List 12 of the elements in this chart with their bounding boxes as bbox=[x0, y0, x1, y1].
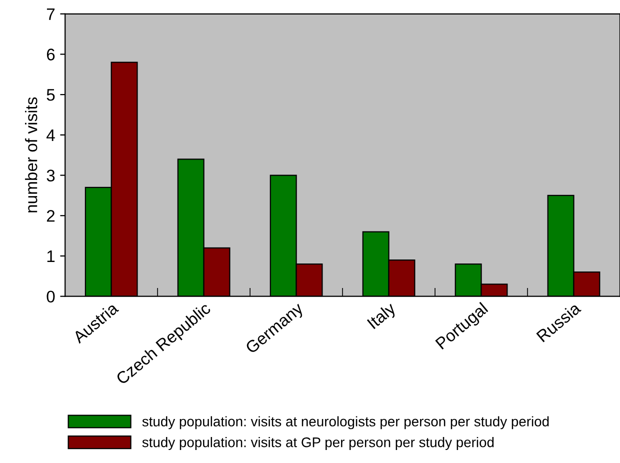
y-tick-label: 1 bbox=[47, 250, 55, 262]
y-tick-label: 6 bbox=[46, 48, 55, 60]
legend-label: study population: visits at GP per person per study period bbox=[142, 437, 494, 450]
y-axis-title: number of visits bbox=[25, 97, 38, 212]
y-tick-label: 7 bbox=[46, 8, 55, 20]
y-tick-label: 0 bbox=[46, 290, 55, 303]
x-tick-label: Italy bbox=[366, 301, 399, 332]
y-tick-label: 4 bbox=[46, 130, 55, 141]
y-tick-label: 3 bbox=[46, 170, 55, 182]
y-tick-label: 5 bbox=[46, 89, 55, 101]
legend-label: study population: visits at neurologists per person per study period bbox=[142, 416, 549, 430]
y-tick-label: 2 bbox=[46, 210, 55, 222]
